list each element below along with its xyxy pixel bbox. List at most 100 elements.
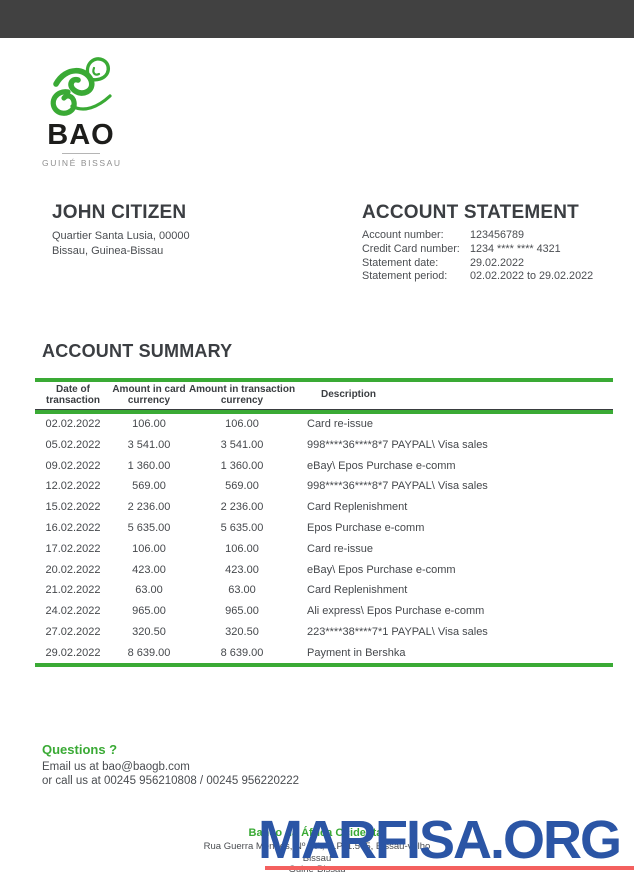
cell-transaction-amount: 2 236.00 [220, 501, 264, 514]
cell-transaction-amount: 569.00 [225, 480, 259, 493]
cell-transaction-amount: 965.00 [225, 605, 259, 618]
column-header-card-amount: Amount in card currency [112, 384, 186, 406]
table-row: 02.02.2022 106.00 106.00 Card re-issue [35, 414, 613, 435]
footer-city: Bissau [302, 852, 332, 864]
cell-transaction-amount: 106.00 [225, 542, 259, 555]
cell-card-amount: 106.00 [132, 542, 166, 555]
cell-description: 998****36****8*7 PAYPAL\ Visa sales [307, 480, 488, 493]
table-top-rule [35, 378, 613, 382]
customer-name: JOHN CITIZEN [52, 202, 187, 223]
table-row: 24.02.2022 965.00 965.00 Ali express\ Epos … [35, 601, 613, 622]
cell-description: eBay\ Epos Purchase e-comm [307, 459, 456, 472]
cell-description: Card Replenishment [307, 584, 408, 597]
statement-block: ACCOUNT STATEMENT Account number: 1234567… [362, 202, 602, 283]
questions-title: Questions ? [42, 742, 118, 757]
cell-transaction-amount: 8 639.00 [220, 646, 264, 659]
customer-address-line2: Bissau, Guinea-Bissau [52, 244, 164, 257]
table-header-dark-rule [35, 408, 613, 411]
cell-date: 09.02.2022 [45, 459, 101, 472]
logo-divider [62, 153, 100, 154]
logo-subtitle: GUINÉ BISSAU [42, 158, 122, 168]
statement-field-label: Credit Card number: [362, 242, 460, 255]
cell-card-amount: 63.00 [135, 584, 163, 597]
cell-date: 15.02.2022 [45, 501, 101, 514]
table-row: 21.02.2022 63.00 63.00 Card Replenishment [35, 580, 613, 601]
cell-transaction-amount: 423.00 [225, 563, 259, 576]
table-row: 12.02.2022 569.00 569.00 998****36****8*7 P… [35, 476, 613, 497]
footer-address: Rua Guerra Mendes, Nº 8 A, C.P. 1.505, B… [203, 841, 431, 852]
cell-card-amount: 3 541.00 [127, 438, 171, 451]
table-body: 02.02.2022 106.00 106.00 Card re-issue 05.02… [35, 414, 613, 664]
cell-date: 21.02.2022 [45, 584, 101, 597]
cell-description: Card re-issue [307, 542, 374, 555]
cell-description: eBay\ Epos Purchase e-comm [307, 563, 456, 576]
table-row: 29.02.2022 8 639.00 8 639.00 Payment in Ber… [35, 642, 613, 663]
customer-block: JOHN CITIZEN Quartier Santa Lusia, 00000… [52, 202, 190, 258]
top-bar [0, 0, 634, 38]
cell-transaction-amount: 3 541.00 [220, 438, 264, 451]
logo-wordmark: BAO [47, 119, 115, 151]
transactions-table: Date of transaction Amount in card curre… [35, 378, 613, 668]
cell-date: 17.02.2022 [45, 542, 101, 555]
statement-field-label: Statement period: [362, 270, 448, 283]
cell-card-amount: 569.00 [132, 480, 166, 493]
statement-field-value: 1234 **** **** 4321 [470, 242, 561, 255]
customer-address-line1: Quartier Santa Lusia, 00000 [52, 230, 190, 242]
cell-card-amount: 2 236.00 [127, 501, 171, 514]
statement-field-value: 02.02.2022 to 29.02.2022 [470, 270, 594, 283]
cell-card-amount: 423.00 [132, 563, 166, 576]
table-row: 09.02.2022 1 360.00 1 360.00 eBay\ Epos Pur… [35, 455, 613, 476]
contact-email: Email us at bao@baogb.com [42, 761, 190, 773]
cell-date: 20.02.2022 [45, 563, 101, 576]
cell-date: 29.02.2022 [45, 646, 101, 659]
cell-description: Epos Purchase e-comm [307, 521, 425, 534]
cell-description: 998****36****8*7 PAYPAL\ Visa sales [307, 438, 488, 451]
cell-transaction-amount: 63.00 [228, 584, 256, 597]
cell-card-amount: 5 635.00 [127, 521, 171, 534]
logo-ribbon-icon [50, 57, 112, 116]
cell-description: Card Replenishment [307, 501, 408, 514]
statement-title: ACCOUNT STATEMENT [362, 202, 579, 223]
cell-description: Card re-issue [307, 417, 374, 430]
table-bottom-rule [35, 663, 613, 668]
column-header-date: Date of transaction [46, 384, 100, 406]
cell-date: 05.02.2022 [45, 438, 101, 451]
table-row: 17.02.2022 106.00 106.00 Card re-issue [35, 538, 613, 559]
questions-block: Questions ? Email us at bao@baogb.com or… [42, 742, 299, 788]
table-header-green-rule [35, 410, 613, 414]
column-header-description: Description [321, 389, 377, 401]
cell-transaction-amount: 320.50 [225, 625, 259, 638]
bank-logo: BAO GUINÉ BISSAU [42, 54, 120, 168]
cell-transaction-amount: 5 635.00 [220, 521, 264, 534]
statement-field-value: 29.02.2022 [470, 256, 525, 269]
cell-description: Ali express\ Epos Purchase e-comm [307, 605, 485, 618]
statement-field-label: Account number: [362, 229, 444, 241]
watermark-underline [265, 866, 634, 870]
cell-date: 24.02.2022 [45, 605, 101, 618]
statement-field-label: Statement date: [362, 256, 439, 269]
column-header-transaction-amount: Amount in transaction currency [188, 384, 296, 406]
table-row: 20.02.2022 423.00 423.00 eBay\ Epos Purchas… [35, 559, 613, 580]
customer-address: Quartier Santa Lusia, 00000 Bissau, Guin… [52, 229, 190, 258]
cell-date: 12.02.2022 [45, 480, 101, 493]
cell-date: 27.02.2022 [45, 625, 101, 638]
table-header-row: Date of transaction Amount in card curre… [35, 382, 613, 409]
cell-card-amount: 1 360.00 [127, 459, 171, 472]
table-row: 05.02.2022 3 541.00 3 541.00 998****36****8… [35, 434, 613, 455]
cell-card-amount: 106.00 [132, 417, 166, 430]
footer-bank-name: Banco da África Ocidental [248, 827, 386, 839]
watermark: MARFISA.ORG [258, 810, 622, 870]
table-row: 15.02.2022 2 236.00 2 236.00 Card Replenish… [35, 497, 613, 518]
cell-date: 16.02.2022 [45, 521, 101, 534]
table-row: 16.02.2022 5 635.00 5 635.00 Epos Purchase … [35, 518, 613, 539]
cell-card-amount: 965.00 [132, 605, 166, 618]
table-row: 27.02.2022 320.50 320.50 223****38****7*1 P… [35, 622, 613, 643]
cell-card-amount: 320.50 [132, 625, 166, 638]
statement-field-value: 123456789 [470, 229, 525, 241]
cell-description: Payment in Bershka [307, 646, 406, 659]
cell-date: 02.02.2022 [45, 417, 101, 430]
cell-description: 223****38****7*1 PAYPAL\ Visa sales [307, 625, 488, 638]
cell-transaction-amount: 1 360.00 [220, 459, 264, 472]
statement-fields: Account number: 123456789 Credit Card numb… [362, 229, 602, 283]
